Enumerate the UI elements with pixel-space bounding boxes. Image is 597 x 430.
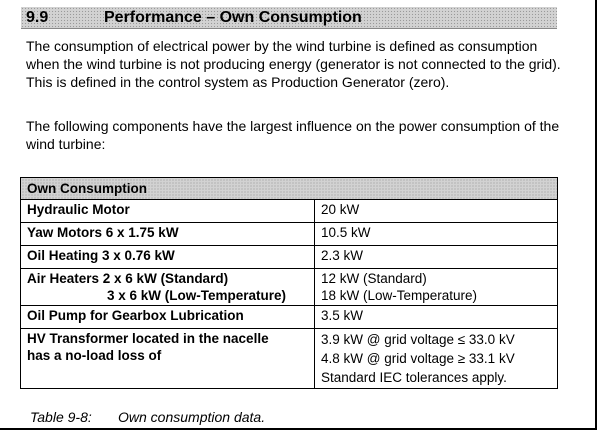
component-label: Oil Heating 3 x 0.76 kW bbox=[27, 248, 175, 263]
value-label: 12 kW (Standard) bbox=[321, 271, 427, 286]
component-label: Air Heaters 2 x 6 kW (Standard) bbox=[27, 271, 229, 286]
component-label: Hydraulic Motor bbox=[27, 202, 130, 217]
value-cell: 10.5 kW bbox=[314, 222, 558, 246]
component-label-continued: 3 x 6 kW (Low-Temperature) bbox=[107, 288, 287, 303]
own-consumption-table: Own Consumption Hydraulic Motor 20 kW Ya… bbox=[20, 177, 558, 389]
value-cell: 3.9 kW @ grid voltage ≤ 33.0 kV 4.8 kW @… bbox=[314, 328, 558, 389]
section-heading-bar bbox=[21, 7, 557, 29]
table-row: Oil Heating 3 x 0.76 kW 2.3 kW bbox=[20, 245, 558, 269]
component-cell: Oil Heating 3 x 0.76 kW bbox=[20, 245, 315, 269]
component-label: Yaw Motors 6 x 1.75 kW bbox=[27, 225, 179, 240]
table-row: HV Transformer located in the nacelle ha… bbox=[20, 328, 558, 389]
component-cell: Air Heaters 2 x 6 kW (Standard) 3 x 6 kW… bbox=[20, 268, 315, 306]
value-label: 20 kW bbox=[321, 202, 360, 217]
section-title: Performance – Own Consumption bbox=[104, 9, 362, 26]
component-cell: Oil Pump for Gearbox Lubrication bbox=[20, 305, 315, 329]
value-label: 10.5 kW bbox=[321, 225, 371, 240]
table-caption: Table 9-8: Own consumption data. bbox=[30, 408, 265, 426]
value-label: 3.9 kW @ grid voltage ≤ 33.0 kV bbox=[321, 332, 515, 347]
paragraph-components-intro: The following components have the larges… bbox=[26, 118, 560, 152]
value-cell: 3.5 kW bbox=[314, 305, 558, 329]
value-label: 3.5 kW bbox=[321, 308, 364, 323]
section-number: 9.9 bbox=[26, 9, 49, 26]
table-title: Own Consumption bbox=[20, 177, 558, 200]
value-cell: 12 kW (Standard) 18 kW (Low-Temperature) bbox=[314, 268, 558, 306]
value-label: 18 kW (Low-Temperature) bbox=[321, 288, 478, 303]
table-row: Yaw Motors 6 x 1.75 kW 10.5 kW bbox=[20, 222, 558, 246]
value-cell: 2.3 kW bbox=[314, 245, 558, 269]
table-row: Air Heaters 2 x 6 kW (Standard) 3 x 6 kW… bbox=[20, 268, 558, 306]
component-label: HV Transformer located in the nacelle bbox=[27, 331, 269, 346]
component-label-continued: has a no-load loss of bbox=[27, 348, 162, 363]
value-label: 4.8 kW @ grid voltage ≥ 33.1 kV bbox=[321, 351, 515, 366]
value-label: Standard IEC tolerances apply. bbox=[321, 370, 507, 385]
table-row: Hydraulic Motor 20 kW bbox=[20, 199, 558, 223]
component-cell: HV Transformer located in the nacelle ha… bbox=[20, 328, 315, 389]
caption-text: Own consumption data. bbox=[118, 409, 266, 425]
component-label: Oil Pump for Gearbox Lubrication bbox=[27, 308, 244, 323]
component-cell: Yaw Motors 6 x 1.75 kW bbox=[20, 222, 315, 246]
value-label: 2.3 kW bbox=[321, 248, 364, 263]
value-cell: 20 kW bbox=[314, 199, 558, 223]
paragraph-definition: The consumption of electrical power by t… bbox=[26, 38, 561, 90]
table-row: Oil Pump for Gearbox Lubrication 3.5 kW bbox=[20, 305, 558, 329]
component-cell: Hydraulic Motor bbox=[20, 199, 315, 223]
caption-label: Table 9-8: bbox=[30, 409, 92, 425]
